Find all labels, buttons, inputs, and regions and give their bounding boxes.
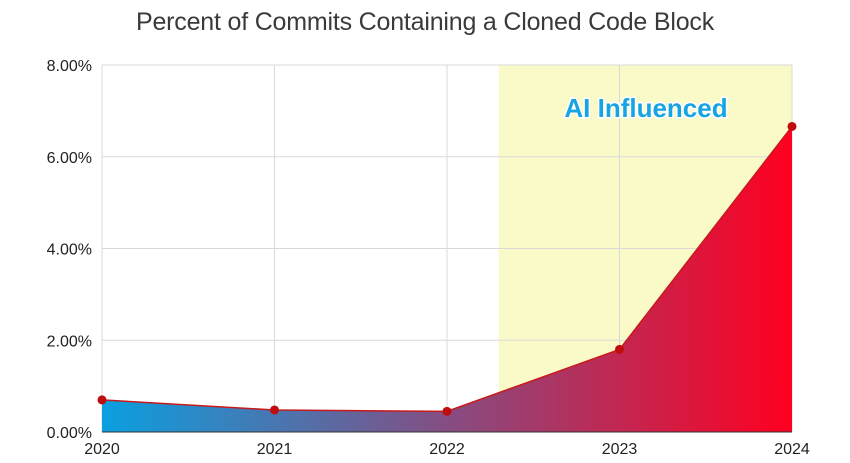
y-tick-label: 4.00% — [47, 242, 92, 259]
x-tick-label: 2022 — [429, 441, 465, 458]
y-tick-label: 8.00% — [47, 58, 92, 75]
data-point — [615, 344, 624, 354]
y-tick-label: 6.00% — [47, 150, 92, 167]
area-fill — [102, 126, 792, 432]
y-tick-label: 0.00% — [47, 425, 92, 442]
x-tick-label: 2024 — [774, 441, 810, 458]
x-tick-label: 2020 — [84, 441, 120, 458]
data-point — [787, 121, 797, 131]
data-point — [442, 406, 452, 416]
annotation-ai-influenced: AI Influenced — [564, 93, 727, 123]
x-tick-label: 2021 — [257, 441, 293, 458]
chart-title: Percent of Commits Containing a Cloned C… — [136, 8, 714, 36]
x-tick-label: 2023 — [602, 441, 638, 458]
data-point — [270, 405, 279, 415]
y-tick-label: 2.00% — [47, 333, 92, 350]
data-point — [97, 395, 107, 405]
